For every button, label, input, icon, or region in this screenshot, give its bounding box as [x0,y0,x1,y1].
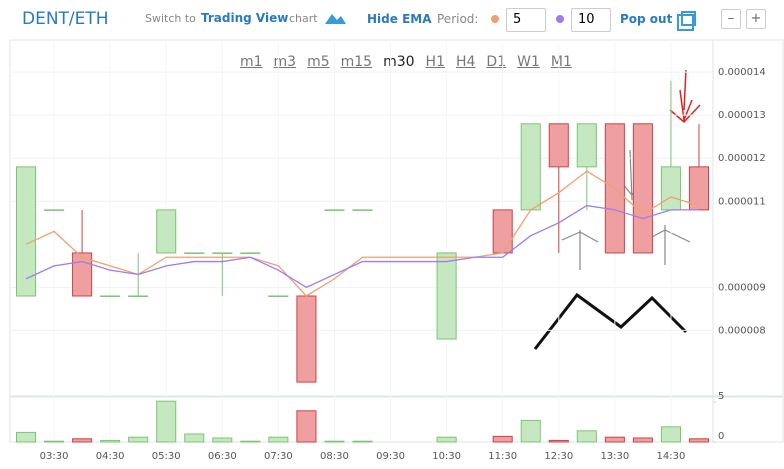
candle-body [660,166,681,211]
candle-body [296,295,317,383]
ema-dot [491,15,499,23]
period-label: Period: [437,12,479,26]
timeframe-button[interactable]: m1 [240,54,263,70]
candle-body [44,209,65,211]
tv-icon[interactable] [323,9,347,27]
candle-body [72,252,93,297]
zoom-in[interactable]: + [746,9,766,29]
timeframe-button[interactable]: W1 [517,54,540,70]
volume-bar [548,439,569,443]
candle-body [324,209,345,211]
volume-bar [660,426,681,443]
volume-bar [604,436,625,443]
x-tick-label: 10:30 [432,451,461,462]
ema-line [25,204,699,289]
timeframe-button[interactable]: m15 [340,54,373,70]
candle-body [240,252,261,254]
timeframe-button[interactable]: M1 [550,54,572,70]
ema-dot [556,15,564,23]
timeframe-button[interactable]: H4 [455,54,476,70]
volume-bar [576,430,597,443]
volume-bar [128,436,149,443]
volume-bar [72,438,93,443]
annotation-scribble [561,149,691,270]
annotation-scribble [533,292,688,350]
y-tick-label: 0.000009 [718,282,766,293]
switch-text: Switch to [145,12,196,25]
volume-bar [296,410,317,443]
volume-bar [15,431,37,443]
switch-suffix: chart [289,12,318,25]
annotation-scribble [669,69,701,124]
zoom-out[interactable]: – [721,9,741,29]
volume-bar [44,440,65,443]
ema-line [25,170,700,297]
candle-body [352,209,373,211]
volume-tick-label: 5 [718,391,724,402]
y-tick-label: 0.000011 [718,196,766,207]
timeframe-button[interactable]: m5 [307,54,330,70]
timeframe-button[interactable]: H1 [425,54,445,70]
x-tick-label: 07:30 [264,451,293,462]
volume-bar [212,437,233,443]
volume-bar [520,419,541,443]
volume-bar [492,435,513,443]
candle-body [548,123,569,168]
period-input[interactable]: 10 [571,8,611,32]
candle-body [576,123,597,168]
candle-body [128,295,149,297]
volume-bar [268,436,289,443]
x-tick-label: 06:30 [208,451,237,462]
volume-bar [240,440,261,443]
plot-frame [9,39,784,397]
volume-bar [352,440,373,443]
timeframe-button[interactable]: m3 [273,54,297,70]
x-tick-label: 13:30 [600,451,629,462]
volume-bar [632,437,653,443]
x-tick-label: 14:30 [657,451,686,462]
timeframes: m1 m3 m5 m15 m30 H1 H4 D1 W1 M1 [240,54,583,70]
y-tick-label: 0.000012 [718,153,766,164]
candle-body [520,123,541,211]
candle-body [268,295,289,297]
candle-body [436,252,457,340]
x-tick-label: 05:30 [152,451,181,462]
x-tick-label: 04:30 [96,451,125,462]
volume-bar [688,438,710,443]
candle-body [212,252,233,254]
symbol: DENT/ETH [22,9,109,29]
x-tick-label: 09:30 [376,451,405,462]
x-tick-label: 11:30 [488,451,517,462]
candle-body [100,295,121,297]
volume-bar [436,436,457,443]
pop-out-icon[interactable] [675,10,697,32]
volume-frame [9,396,784,443]
y-tick-label: 0.000014 [718,67,766,78]
hide-ema[interactable]: Hide EMA [367,12,432,26]
period-input[interactable]: 5 [506,8,546,32]
x-tick-label: 03:30 [40,451,69,462]
y-tick-label: 0.000008 [718,325,766,336]
y-tick-label: 0.000013 [718,110,766,121]
volume-bar [156,400,177,443]
volume-bar [100,439,121,443]
volume-bar [324,440,345,443]
candle-body [15,166,37,297]
volume-bar [184,433,205,443]
volume-tick-label: 0 [718,431,724,442]
candle-body [184,252,205,254]
switch-link[interactable]: Trading View [201,11,289,25]
candle-body [492,209,513,254]
candle-body [632,123,653,254]
pop-out[interactable]: Pop out [620,12,673,26]
x-tick-label: 08:30 [320,451,349,462]
x-tick-label: 12:30 [544,451,573,462]
candle-body [156,209,177,254]
timeframe-button[interactable]: D1 [486,54,507,70]
